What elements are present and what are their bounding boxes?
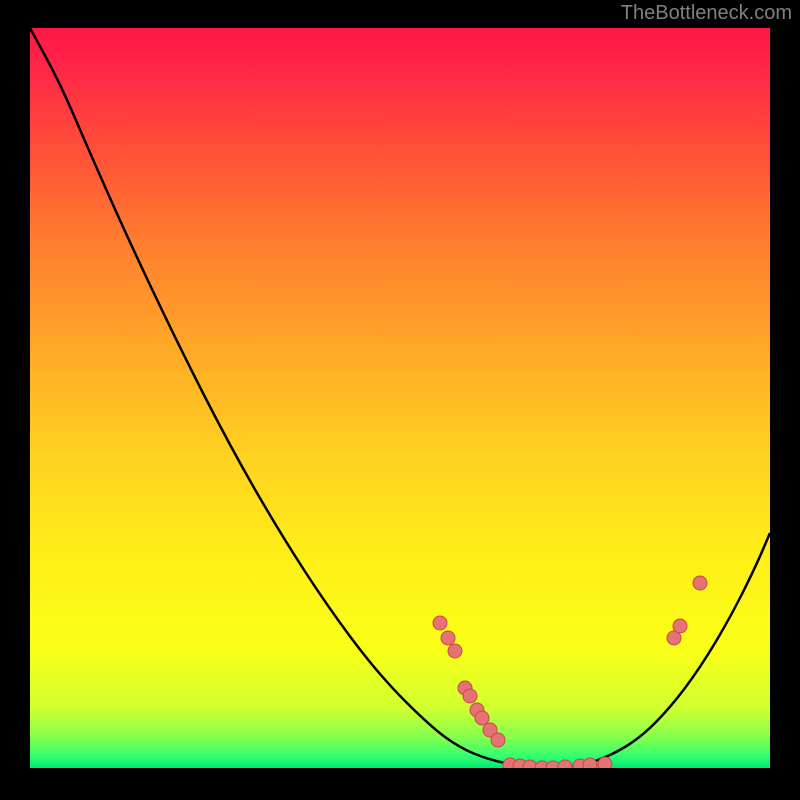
scatter-markers bbox=[30, 28, 770, 768]
plot-area bbox=[30, 28, 770, 768]
watermark-text: TheBottleneck.com bbox=[621, 2, 792, 25]
chart-container bbox=[30, 28, 770, 768]
